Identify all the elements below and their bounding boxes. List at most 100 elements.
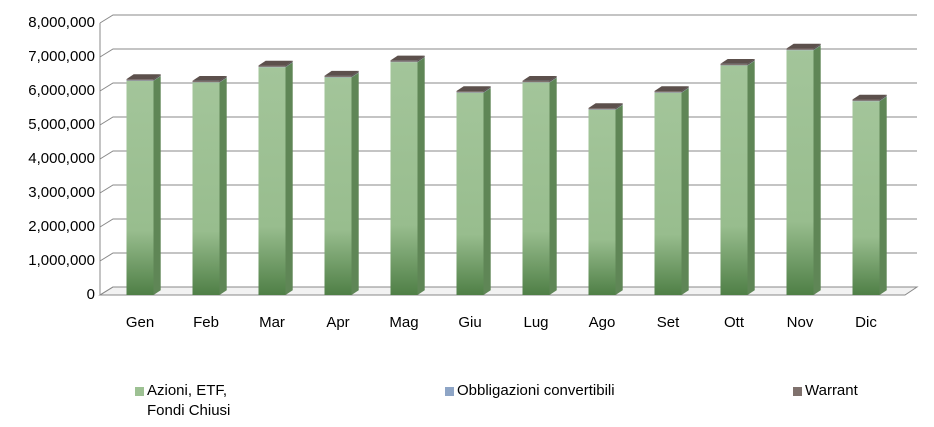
bar-front xyxy=(126,79,154,81)
x-tick-label: Giu xyxy=(458,314,481,331)
x-tick-label: Apr xyxy=(326,314,349,331)
bar-front xyxy=(456,91,484,93)
bar-segment xyxy=(522,76,557,83)
bar-side xyxy=(483,86,491,93)
bar-front xyxy=(390,60,418,62)
bar-front xyxy=(720,65,748,295)
bar-side xyxy=(483,87,491,93)
bar-segment xyxy=(522,77,557,295)
bar-segment xyxy=(588,103,623,110)
bar-segment xyxy=(390,55,425,62)
bar-segment xyxy=(324,72,359,296)
x-tick-label: Mar xyxy=(259,314,285,331)
bar-side xyxy=(483,87,491,296)
bar-front xyxy=(390,62,418,295)
bar-side xyxy=(681,87,689,296)
bar-front xyxy=(324,77,352,296)
x-tick-label: Dic xyxy=(855,314,877,331)
bar-front xyxy=(192,80,220,83)
x-tick-label: Lug xyxy=(523,314,548,331)
bar-side xyxy=(351,72,359,295)
bar-front xyxy=(192,82,220,295)
bar-side xyxy=(285,60,293,67)
bar-front xyxy=(852,101,880,295)
bar-front xyxy=(720,63,748,66)
bar-front xyxy=(258,65,286,67)
bar-side xyxy=(615,104,623,110)
bar-front xyxy=(522,82,550,295)
bar-segment xyxy=(720,59,755,66)
bar-top xyxy=(456,86,491,91)
bar-top xyxy=(126,74,161,80)
bar-segment xyxy=(258,60,293,67)
grid-line xyxy=(99,82,917,92)
bar-side xyxy=(351,72,359,78)
x-tick-label: Nov xyxy=(787,314,814,331)
bar-segment xyxy=(852,94,887,101)
bar-front xyxy=(852,99,880,101)
bar-side xyxy=(549,76,557,83)
bar-top xyxy=(522,76,557,81)
bar-top xyxy=(786,43,821,49)
y-tick-label: 0 xyxy=(87,286,95,303)
bar-top xyxy=(324,70,359,76)
bar-side xyxy=(747,60,755,66)
y-tick-label: 8,000,000 xyxy=(28,14,95,31)
bar-side xyxy=(879,96,887,102)
bar-side xyxy=(813,43,821,50)
bar-side xyxy=(747,59,755,66)
bar-segment xyxy=(456,86,491,93)
bar-side xyxy=(153,74,161,81)
bar-side xyxy=(747,60,755,296)
bar-segment xyxy=(588,104,623,296)
bar-segment xyxy=(258,62,293,296)
bar-segment xyxy=(786,43,821,50)
legend-label: Warrant xyxy=(805,382,858,399)
bar-side xyxy=(681,86,689,93)
bar-segment xyxy=(456,87,491,296)
bar-front xyxy=(258,67,286,295)
bar-segment xyxy=(720,60,755,296)
bar-segment xyxy=(324,70,359,78)
bar-segment xyxy=(192,77,227,295)
y-tick-label: 7,000,000 xyxy=(28,48,95,65)
bar-side xyxy=(813,45,821,51)
bar-front xyxy=(786,50,814,296)
bar-top xyxy=(654,86,689,91)
y-tick-label: 3,000,000 xyxy=(28,184,95,201)
bar-side xyxy=(219,76,227,83)
grid-line xyxy=(99,14,917,24)
bar-front xyxy=(588,108,616,110)
bar-front xyxy=(522,80,550,83)
bar-side xyxy=(285,62,293,296)
bar-segment xyxy=(126,74,161,81)
x-tick-label: Ott xyxy=(724,314,745,331)
legend-label: Azioni, ETF, Fondi Chiusi xyxy=(147,382,231,419)
bar-side xyxy=(219,77,227,295)
bar-top xyxy=(852,94,887,100)
bar-side xyxy=(285,62,293,68)
bar-side xyxy=(153,75,161,81)
legend-label: Obbligazioni convertibili xyxy=(457,382,615,399)
bar-front xyxy=(654,92,682,295)
y-tick-label: 6,000,000 xyxy=(28,82,95,99)
bar-side xyxy=(615,103,623,110)
bar-side xyxy=(813,45,821,296)
bar-segment xyxy=(786,45,821,296)
y-tick-label: 4,000,000 xyxy=(28,150,95,167)
x-tick-label: Set xyxy=(657,314,680,331)
grid-line xyxy=(99,48,917,58)
bar-side xyxy=(417,57,425,295)
bar-side xyxy=(417,56,425,63)
bar-segment xyxy=(852,96,887,296)
grid-line xyxy=(99,252,917,262)
bar-front xyxy=(786,48,814,50)
y-tick-label: 2,000,000 xyxy=(28,218,95,235)
legend-swatch xyxy=(135,387,144,396)
grid-line xyxy=(99,184,917,194)
x-tick-label: Feb xyxy=(193,314,219,331)
bar-top xyxy=(192,76,227,81)
bar-top xyxy=(720,59,755,64)
bar-segment xyxy=(126,76,161,295)
